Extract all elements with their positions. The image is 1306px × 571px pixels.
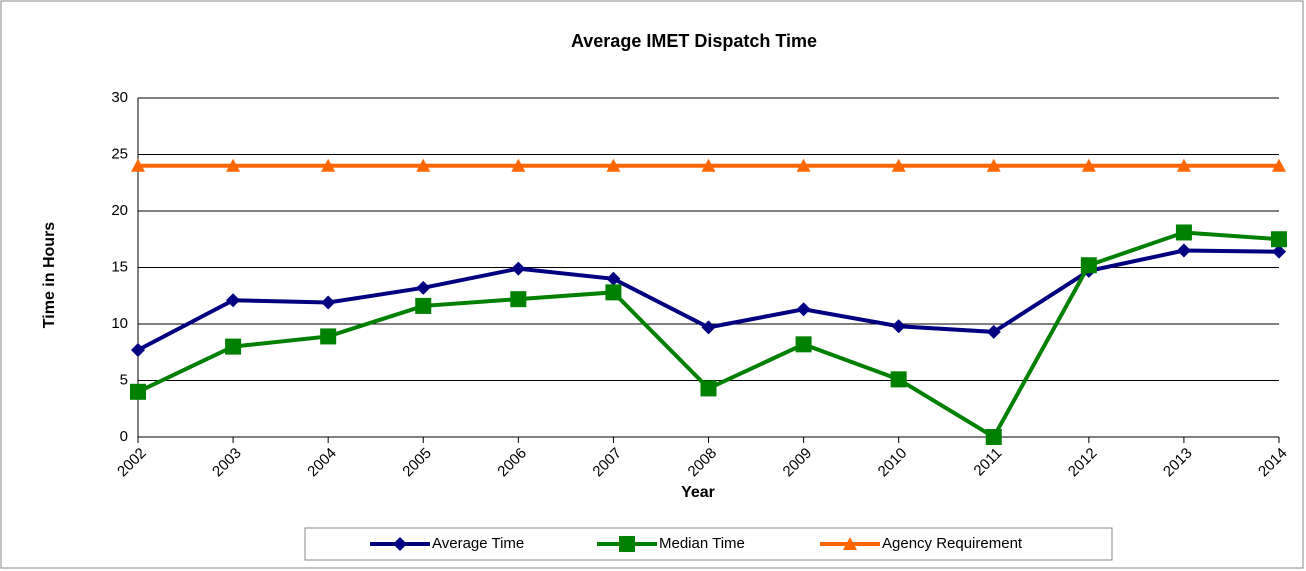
point (606, 158, 621, 172)
point (321, 158, 336, 172)
point (701, 158, 716, 172)
point (1176, 158, 1191, 172)
point (843, 537, 857, 550)
point (605, 284, 622, 301)
y-tick-label: 15 (111, 258, 128, 275)
point (1272, 244, 1286, 259)
legend-box (304, 527, 1113, 561)
y-tick-label: 10 (111, 315, 128, 332)
point (795, 336, 812, 353)
chart-title: Average IMET Dispatch Time (571, 31, 817, 51)
point (511, 261, 526, 276)
point (226, 158, 241, 172)
point (796, 302, 811, 317)
y-tick-label: 25 (111, 145, 128, 162)
point (416, 158, 431, 172)
point (511, 158, 526, 172)
point (701, 320, 716, 335)
point (130, 383, 146, 400)
point (416, 280, 431, 295)
point (321, 295, 336, 310)
point (1176, 243, 1191, 258)
point (986, 158, 1001, 172)
y-tick-label: 30 (111, 89, 128, 106)
point (891, 158, 906, 172)
point (415, 297, 432, 314)
point (985, 429, 1002, 445)
legend-label: Average Time (432, 535, 524, 552)
x-axis-label: Year (681, 484, 715, 501)
point (606, 271, 621, 286)
point (1272, 158, 1286, 172)
point (1080, 257, 1097, 274)
y-tick-label: 0 (120, 428, 128, 445)
point (393, 537, 407, 551)
point (890, 371, 907, 388)
point (619, 536, 635, 552)
point (1271, 231, 1287, 248)
point (1175, 224, 1192, 241)
point (700, 380, 717, 397)
point (891, 319, 906, 334)
point (225, 338, 242, 355)
y-tick-label: 5 (120, 371, 128, 388)
legend-label: Agency Requirement (882, 535, 1023, 552)
point (131, 342, 145, 357)
point (320, 328, 337, 345)
point (1081, 158, 1096, 172)
point (131, 158, 145, 172)
point (510, 291, 527, 308)
point (986, 324, 1001, 339)
legend-label: Median Time (659, 535, 745, 552)
y-axis-label: Time in Hours (41, 222, 58, 328)
point (796, 158, 811, 172)
point (226, 293, 241, 308)
y-tick-label: 20 (111, 202, 128, 219)
